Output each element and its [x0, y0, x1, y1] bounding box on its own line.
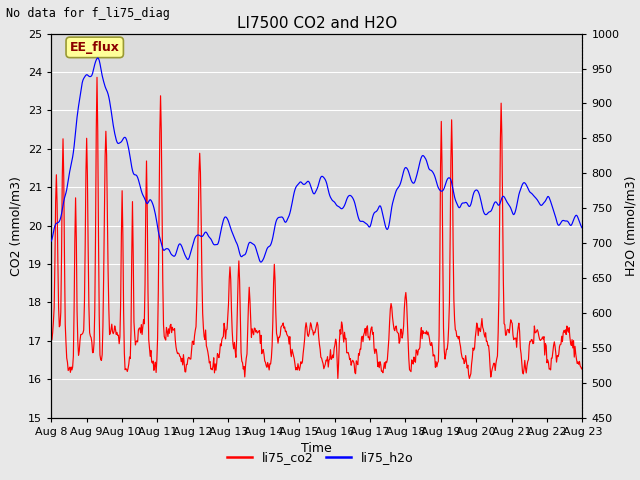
- Y-axis label: H2O (mmol/m3): H2O (mmol/m3): [625, 175, 638, 276]
- Text: EE_flux: EE_flux: [70, 41, 120, 54]
- X-axis label: Time: Time: [301, 442, 332, 455]
- Legend: li75_co2, li75_h2o: li75_co2, li75_h2o: [221, 446, 419, 469]
- Title: LI7500 CO2 and H2O: LI7500 CO2 and H2O: [237, 16, 397, 31]
- Y-axis label: CO2 (mmol/m3): CO2 (mmol/m3): [10, 176, 22, 276]
- Text: No data for f_li75_diag: No data for f_li75_diag: [6, 7, 170, 20]
